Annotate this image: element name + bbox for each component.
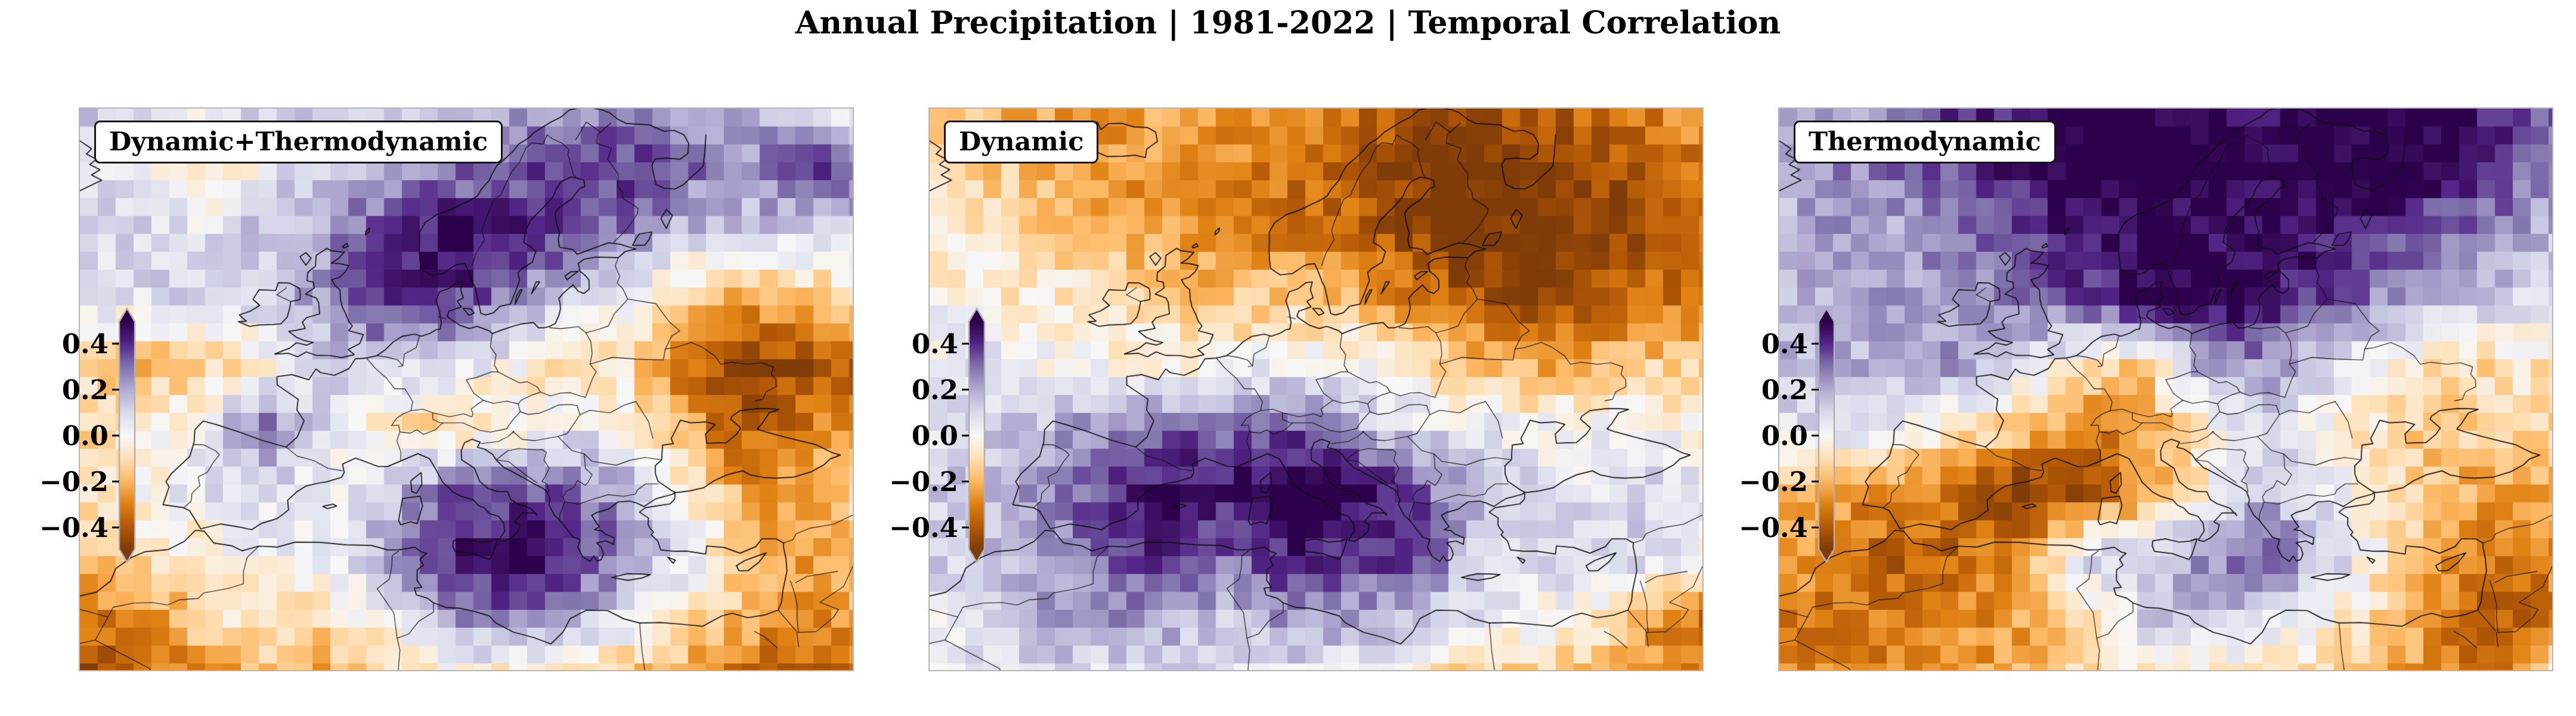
colorbar-tick-mark	[962, 480, 969, 483]
colorbar-tick-mark	[1812, 434, 1819, 437]
panel-label: Dynamic	[944, 121, 1099, 163]
colorbar-tick-label: −0.2	[39, 466, 109, 498]
colorbar-gradient-bar	[1818, 307, 1835, 564]
colorbar-tick-mark	[112, 526, 119, 529]
colorbar-tick-mark	[112, 434, 119, 437]
colorbar-tick-mark	[112, 480, 119, 483]
colorbar-tick-label: 0.4	[1761, 328, 1808, 360]
colorbar-tick-mark	[962, 434, 969, 437]
colorbar-tick-mark	[962, 388, 969, 391]
colorbar-tick-label: 0.4	[911, 328, 958, 360]
map-canvas	[930, 109, 1702, 670]
panel-label: Dynamic+Thermodynamic	[94, 121, 503, 163]
map-panel-thermodynamic: 0.4 0.2 0.0 −0.2 −0.4 Thermodynamic	[1739, 107, 2553, 671]
colorbar-tick-label: −0.4	[39, 512, 109, 544]
panel-label: Thermodynamic	[1794, 121, 2056, 163]
colorbar	[962, 307, 986, 564]
map-canvas	[1779, 109, 2552, 670]
colorbar	[1812, 307, 1835, 564]
colorbar-tick-label: 0.2	[61, 374, 109, 406]
colorbar-tick-label: −0.4	[1739, 512, 1808, 544]
colorbar-tick-mark	[962, 342, 969, 345]
colorbar-tick-mark	[1812, 480, 1819, 483]
colorbar-tick-mark	[1812, 388, 1819, 391]
colorbar-tick-label: 0.2	[1761, 374, 1808, 406]
map-panel-dynamic-thermodynamic: 0.4 0.2 0.0 −0.2 −0.4 Dynamic+Thermodyna…	[39, 107, 854, 671]
figure-title: Annual Precipitation | 1981-2022 | Tempo…	[795, 5, 1781, 41]
colorbar-gradient-bar	[968, 307, 986, 564]
map-panel-dynamic: 0.4 0.2 0.0 −0.2 −0.4 Dynamic	[889, 107, 1704, 671]
colorbar-gradient-bar	[118, 307, 136, 564]
colorbar-tick-mark	[1812, 526, 1819, 529]
colorbar	[112, 307, 136, 564]
colorbar-tick-mark	[1812, 342, 1819, 345]
colorbar-tick-label: 0.0	[911, 420, 958, 452]
colorbar-tick-label: 0.0	[1761, 420, 1808, 452]
colorbar-tick-label: −0.2	[1739, 466, 1808, 498]
colorbar-tick-label: 0.4	[61, 328, 109, 360]
colorbar-tick-label: 0.0	[61, 420, 109, 452]
colorbar-tick-mark	[112, 388, 119, 391]
colorbar-tick-mark	[962, 526, 969, 529]
colorbar-tick-mark	[112, 342, 119, 345]
map-canvas	[80, 109, 853, 670]
colorbar-tick-label: −0.2	[889, 466, 958, 498]
colorbar-tick-label: 0.2	[911, 374, 958, 406]
colorbar-tick-label: −0.4	[889, 512, 958, 544]
